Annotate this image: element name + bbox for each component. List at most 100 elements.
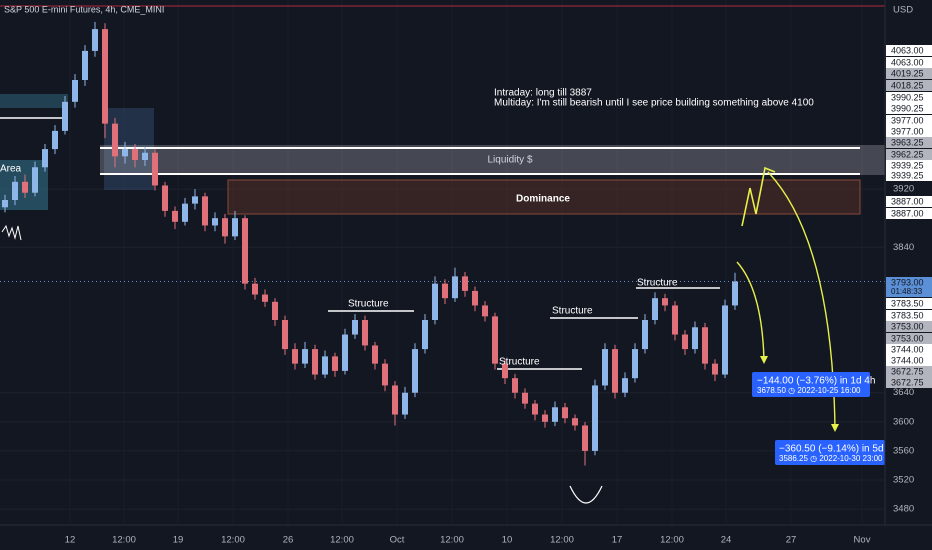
x-tick-label: 12:00 (221, 535, 245, 546)
bottom-mark (569, 485, 603, 504)
annotation: Multiday: I'm still bearish until I see … (494, 98, 814, 109)
measure-text: 3678.50 ◷ 2022-10-25 16:00 (757, 386, 861, 395)
price-tag-label: 3963.25 (891, 137, 924, 147)
zone-label: Dominance (516, 194, 570, 205)
price-tag (886, 366, 932, 377)
measure-text: 3586.25 ◷ 2022-10-30 23:00 (779, 454, 883, 463)
candle-body (2, 200, 8, 208)
candle-body (42, 149, 48, 168)
candle-body (212, 218, 218, 226)
zone-label: Liquidity $ (487, 155, 532, 166)
projection-path (741, 166, 776, 227)
candle-body (472, 290, 478, 306)
candle-body (542, 414, 548, 422)
x-tick-label: 17 (612, 535, 623, 546)
candle-body (572, 418, 578, 426)
candle-body (502, 363, 508, 379)
candle-body (712, 363, 718, 375)
candle-body (592, 385, 598, 451)
last-price-tag (886, 277, 932, 297)
arrow-head (760, 356, 768, 364)
candle-body (292, 349, 298, 364)
structure-label: Structure (552, 306, 593, 317)
x-tick-label: 24 (721, 535, 732, 546)
candle-body (442, 283, 448, 299)
candle-body (152, 152, 158, 186)
price-tag (886, 355, 932, 366)
candle-body (102, 29, 108, 124)
candle-body (692, 327, 698, 350)
candle-body (632, 349, 638, 379)
measure-text: −360.50 (−9.14%) in 5d 3h (779, 444, 897, 455)
candle-body (392, 385, 398, 415)
candle-body (642, 320, 648, 350)
price-tag (886, 333, 932, 344)
y-tick-label: 3600 (893, 416, 914, 427)
x-tick-label: 12:00 (440, 535, 464, 546)
candle-body (482, 305, 488, 317)
price-tag (886, 310, 932, 321)
candle-body (322, 356, 328, 375)
candle-body (272, 301, 278, 320)
candle-body (82, 50, 88, 80)
x-tick-label: 26 (283, 535, 294, 546)
price-tag-label: 4018.25 (891, 80, 924, 90)
price-tag (886, 208, 932, 219)
candle-body (512, 378, 518, 393)
candle-body (172, 210, 178, 222)
structure-label: Structure (348, 299, 389, 310)
price-tag-label: 3990.25 (891, 103, 924, 113)
price-tag (886, 377, 932, 388)
y-tick-label: 3480 (893, 504, 914, 515)
price-tag (886, 103, 932, 114)
price-tag-label: 3783.50 (891, 298, 924, 308)
price-tag-label: 3744.00 (891, 344, 924, 354)
price-tag (886, 68, 932, 79)
candle-body (32, 167, 38, 193)
price-tag-label: 3753.00 (891, 333, 924, 343)
x-tick-label: 10 (502, 535, 513, 546)
x-tick-label: 12:00 (660, 535, 684, 546)
candle-body (122, 149, 128, 157)
candles (2, 21, 738, 466)
candle-body (232, 218, 238, 237)
price-tag-label: 3962.25 (891, 149, 924, 159)
candle-body (562, 407, 568, 419)
arrow-head (831, 424, 839, 432)
measure-box (775, 440, 885, 465)
price-tag (886, 137, 932, 148)
candle-body (382, 363, 388, 386)
zone-label: Area (0, 164, 22, 175)
price-tag-label: 3977.00 (891, 115, 924, 125)
price-tag (886, 80, 932, 91)
candle-body (532, 403, 538, 415)
y-tick-label: 3560 (893, 445, 914, 456)
candle-body (202, 196, 208, 226)
measure-text: −144.00 (−3.76%) in 1d 4h (757, 376, 875, 387)
projection-arrow (736, 261, 765, 361)
price-tag (886, 321, 932, 332)
price-tag-label: 3783.50 (891, 310, 924, 320)
y-tick-label: 3920 (893, 184, 914, 195)
candle-body (262, 294, 268, 302)
axis-labels: 3480 3520 3560 3600 3640 3840 3920 12 12:00 19 12:… (65, 45, 932, 546)
price-tag-label: 3744.00 (891, 355, 924, 365)
scribble (1, 224, 22, 241)
price-tag-label: 3977.00 (891, 126, 924, 136)
price-tag-label: 3887.00 (891, 208, 924, 218)
candle-body (222, 218, 228, 237)
candle-body (252, 283, 258, 295)
candle-body (452, 276, 458, 299)
candle-body (132, 149, 138, 160)
candle-body (62, 101, 68, 131)
candle-body (732, 281, 738, 306)
price-axis (885, 0, 932, 550)
candle-body (22, 181, 28, 193)
y-tick-label: 3840 (893, 242, 914, 253)
price-tag-label: 3753.00 (891, 321, 924, 331)
price-tag (886, 344, 932, 355)
candle-body (242, 218, 248, 284)
price-tag (886, 160, 932, 171)
price-tag-label: 3939.25 (891, 160, 924, 170)
